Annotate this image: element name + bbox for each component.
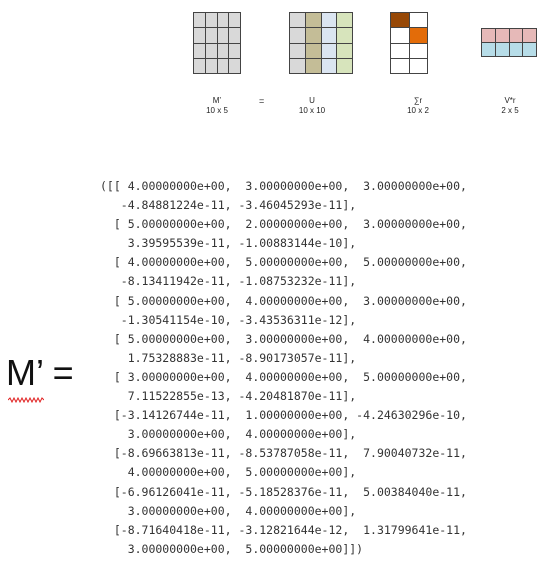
grid-cell xyxy=(481,28,496,43)
grid-cell xyxy=(320,42,338,59)
grid-cell xyxy=(494,28,510,43)
matrix-v-name: V*r xyxy=(504,96,516,105)
matrix-output-line: 3.00000000e+00, 5.00000000e+00]]) xyxy=(100,541,364,556)
grid-cell xyxy=(508,28,524,43)
grid-cell xyxy=(204,42,218,59)
grid-cell xyxy=(336,42,353,59)
grid-cell xyxy=(228,42,241,59)
grid-cell xyxy=(408,27,428,44)
grid-cell xyxy=(336,11,353,29)
matrix-v-label: V*r 2 x 5 xyxy=(480,96,540,116)
grid-cell xyxy=(304,42,322,59)
grid-cell xyxy=(193,42,206,59)
grid-cell xyxy=(320,57,338,75)
matrix-output-line: 1.75328883e-11, -8.90173057e-11], xyxy=(100,350,357,365)
svd-diagram: M’ 10 x 5 = U 10 x 10 ∑r 10 x 2 V*r 2 x … xyxy=(0,0,554,160)
grid-cell xyxy=(228,11,241,29)
grid-cell xyxy=(193,27,206,44)
matrix-output-line: -4.84881224e-11, -3.46045293e-11], xyxy=(100,198,357,213)
matrix-output-line: [-8.69663813e-11, -8.53787058e-11, 7.900… xyxy=(100,446,467,461)
matrix-output-line: 3.39595539e-11, -1.00883144e-10], xyxy=(100,236,357,251)
grid-cell xyxy=(320,27,338,44)
equation-lhs: M’ = xyxy=(6,352,74,393)
matrix-output-line: ([[ 4.00000000e+00, 3.00000000e+00, 3.00… xyxy=(100,179,467,193)
matrix-u-dims: 10 x 10 xyxy=(298,106,326,115)
matrix-output-line: 7.11522855e-13, -4.20481870e-11], xyxy=(100,389,357,404)
grid-cell xyxy=(390,27,410,44)
grid-cell xyxy=(204,27,218,44)
matrix-m-dims: 10 x 5 xyxy=(206,106,228,115)
grid-cell xyxy=(408,57,428,75)
matrix-output-line: 3.00000000e+00, 4.00000000e+00], xyxy=(100,503,357,518)
spellcheck-underline xyxy=(8,397,44,403)
matrix-m-grid xyxy=(193,11,241,75)
matrix-u-label: U 10 x 10 xyxy=(282,96,342,116)
matrix-output-line: [-3.14126744e-11, 1.00000000e+00, -4.246… xyxy=(100,408,467,423)
matrix-m-label: M’ 10 x 5 xyxy=(187,96,247,116)
grid-cell xyxy=(408,11,428,29)
grid-cell xyxy=(508,42,524,57)
grid-cell xyxy=(216,11,230,29)
grid-cell xyxy=(216,42,230,59)
matrix-m-name: M’ xyxy=(212,96,222,105)
grid-cell xyxy=(390,42,410,59)
grid-cell xyxy=(289,57,306,75)
grid-cell xyxy=(408,42,428,59)
grid-cell xyxy=(522,28,537,43)
grid-cell xyxy=(289,42,306,59)
matrix-output-line: [ 5.00000000e+00, 3.00000000e+00, 4.0000… xyxy=(100,331,467,346)
matrix-sigma-label: ∑r 10 x 2 xyxy=(388,96,448,116)
matrix-sigma-name: ∑r xyxy=(413,96,423,105)
matrix-output-line: [ 5.00000000e+00, 4.00000000e+00, 3.0000… xyxy=(100,293,467,308)
matrix-u-name: U xyxy=(309,96,315,105)
matrix-sigma-grid xyxy=(390,11,428,75)
grid-cell xyxy=(304,57,322,75)
matrix-output-line: [ 4.00000000e+00, 5.00000000e+00, 5.0000… xyxy=(100,255,467,270)
grid-cell xyxy=(304,11,322,29)
grid-cell xyxy=(481,42,496,57)
equals-sign: = xyxy=(259,96,265,106)
grid-cell xyxy=(193,57,206,75)
matrix-output-line: 3.00000000e+00, 4.00000000e+00], xyxy=(100,427,357,442)
matrix-sigma-dims: 10 x 2 xyxy=(407,106,429,115)
matrix-v-dims: 2 x 5 xyxy=(501,106,519,115)
grid-cell xyxy=(336,57,353,75)
matrix-output: ([[ 4.00000000e+00, 3.00000000e+00, 3.00… xyxy=(100,177,467,559)
matrix-u-grid xyxy=(289,11,353,75)
grid-cell xyxy=(193,11,206,29)
grid-cell xyxy=(522,42,537,57)
matrix-output-line: -8.13411942e-11, -1.08753232e-11], xyxy=(100,274,357,289)
matrix-output-line: -1.30541154e-10, -3.43536311e-12], xyxy=(100,312,357,327)
grid-cell xyxy=(289,27,306,44)
grid-cell xyxy=(228,57,241,75)
grid-cell xyxy=(320,11,338,29)
grid-cell xyxy=(390,11,410,29)
grid-cell xyxy=(494,42,510,57)
matrix-output-line: [-6.96126041e-11, -5.18528376e-11, 5.003… xyxy=(100,484,467,499)
grid-cell xyxy=(216,57,230,75)
grid-cell xyxy=(216,27,230,44)
grid-cell xyxy=(304,27,322,44)
grid-cell xyxy=(289,11,306,29)
grid-cell xyxy=(336,27,353,44)
grid-cell xyxy=(204,57,218,75)
matrix-output-line: [ 3.00000000e+00, 4.00000000e+00, 5.0000… xyxy=(100,369,467,384)
grid-cell xyxy=(228,27,241,44)
grid-cell xyxy=(204,11,218,29)
grid-cell xyxy=(390,57,410,75)
matrix-output-line: 4.00000000e+00, 5.00000000e+00], xyxy=(100,465,357,480)
matrix-output-line: [-8.71640418e-11, -3.12821644e-12, 1.317… xyxy=(100,522,467,537)
matrix-v-grid xyxy=(481,28,537,57)
matrix-output-line: [ 5.00000000e+00, 2.00000000e+00, 3.0000… xyxy=(100,217,467,232)
